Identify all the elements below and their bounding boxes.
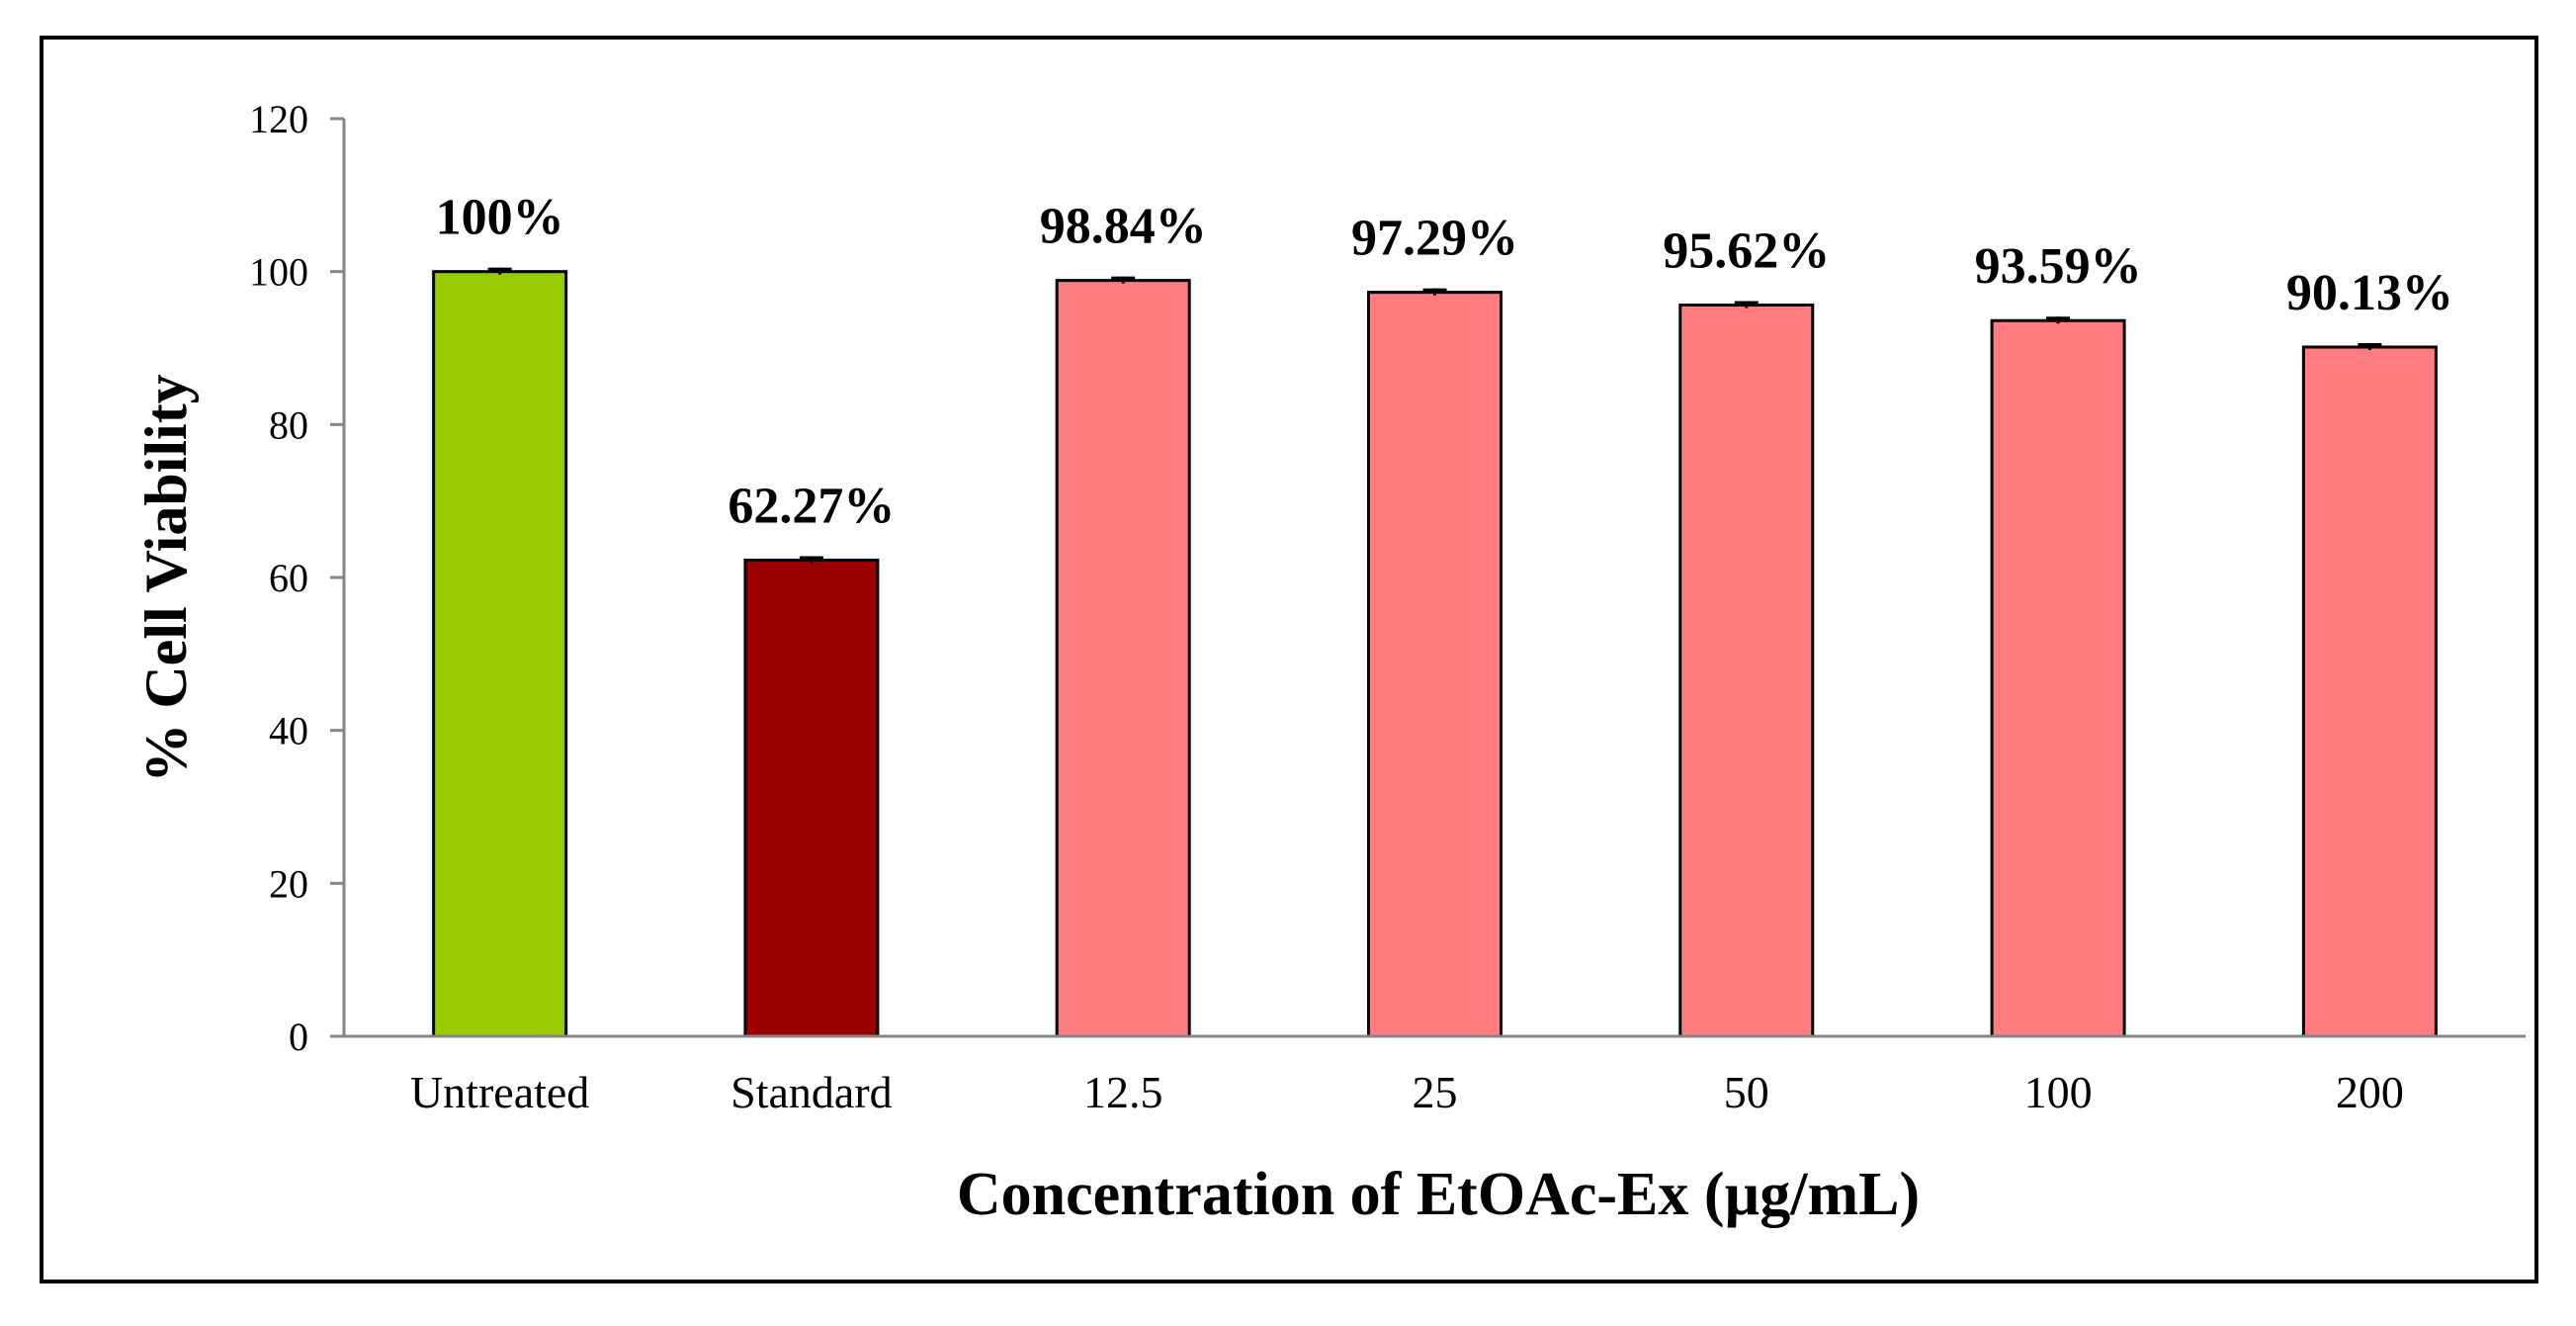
- x-category-label: 25: [1413, 1067, 1458, 1117]
- x-category-label: 50: [1724, 1067, 1769, 1117]
- data-label: 62.27%: [728, 478, 895, 534]
- bar-50: [1678, 304, 1815, 1038]
- x-axis-title: Concentration of EtOAc-Ex (µg/mL): [957, 1161, 1920, 1228]
- y-axis-ticks: 0 20 40 60 80 100 120: [249, 97, 344, 1059]
- x-category-label: 12.5: [1083, 1067, 1163, 1117]
- x-category-label: Standard: [730, 1067, 893, 1117]
- bar-untreated: [432, 270, 568, 1038]
- y-axis-title: % Cell Viability: [133, 374, 199, 782]
- data-label: 97.29%: [1351, 211, 1518, 267]
- x-category-label: Untreated: [410, 1067, 589, 1117]
- y-tick-label: 80: [269, 402, 308, 447]
- data-label: 93.59%: [1975, 238, 2142, 295]
- bar-25: [1367, 291, 1503, 1038]
- labels-group: 100% Untreated 62.27% Standard 98.84% 12.5 97.…: [410, 190, 2453, 1117]
- bar-200: [2301, 345, 2438, 1038]
- bars-group: [432, 267, 2438, 1038]
- bar-standard: [743, 558, 880, 1038]
- axes: [342, 119, 2526, 1038]
- data-label: 98.84%: [1040, 199, 1207, 255]
- y-tick-label: 20: [269, 861, 308, 906]
- bar-12-5: [1055, 279, 1191, 1038]
- y-tick-label: 120: [249, 97, 308, 141]
- x-category-label: 200: [2336, 1067, 2404, 1117]
- data-label: 100%: [436, 190, 564, 246]
- y-tick-label: 100: [249, 250, 308, 295]
- data-label: 90.13%: [2286, 265, 2453, 321]
- bar-100: [1990, 318, 2126, 1038]
- data-label: 95.62%: [1663, 223, 1830, 280]
- y-tick-label: 0: [289, 1015, 308, 1059]
- y-tick-label: 40: [269, 709, 308, 753]
- x-category-label: 100: [2024, 1067, 2093, 1117]
- y-tick-label: 60: [269, 556, 308, 600]
